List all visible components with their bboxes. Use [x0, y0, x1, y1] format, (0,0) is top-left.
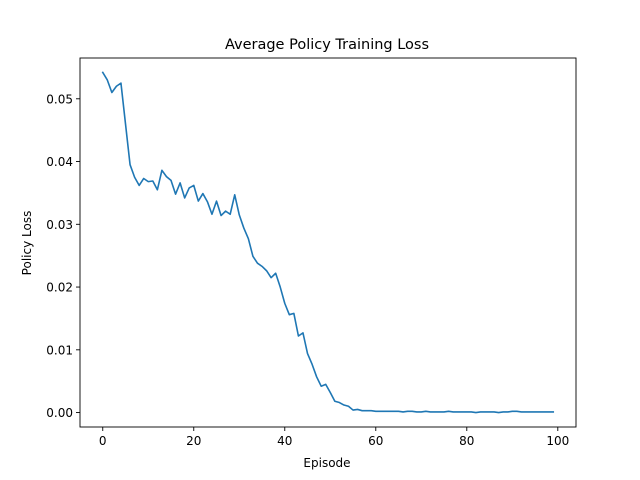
y-tick-label: 0.05 — [46, 92, 73, 106]
y-axis-label: Policy Loss — [20, 211, 34, 276]
y-tick-label: 0.00 — [46, 406, 73, 420]
series-line-0 — [101, 71, 555, 414]
x-axis-label: Episode — [303, 456, 350, 470]
y-tick-label: 0.01 — [46, 343, 73, 357]
y-tick-label: 0.03 — [46, 218, 73, 232]
y-tick-label: 0.02 — [46, 281, 73, 295]
plot-area: 0 20 40 60 80 100 0.00 0.01 0.02 0.03 0.04 0.05 — [46, 57, 577, 448]
x-tick-label: 80 — [459, 434, 474, 448]
chart-title: Average Policy Training Loss — [225, 37, 429, 53]
axes-frame — [79, 57, 577, 428]
x-tick-label: 0 — [99, 434, 107, 448]
x-tick-label: 20 — [186, 434, 201, 448]
x-tick-label: 40 — [277, 434, 292, 448]
y-tick-label: 0.04 — [46, 155, 73, 169]
x-tick-label: 60 — [368, 434, 383, 448]
x-tick-label: 100 — [546, 434, 569, 448]
